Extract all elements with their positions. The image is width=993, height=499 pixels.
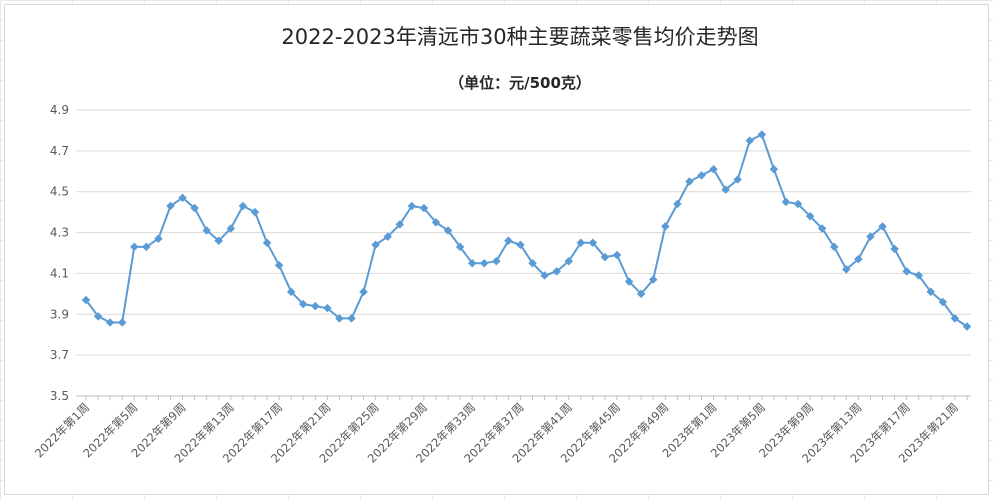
data-point bbox=[310, 301, 320, 311]
data-point bbox=[383, 232, 393, 242]
data-point bbox=[576, 238, 586, 248]
data-point bbox=[660, 222, 670, 231]
data-point bbox=[467, 258, 477, 268]
data-point bbox=[757, 130, 767, 139]
data-point bbox=[504, 236, 513, 246]
data-point bbox=[226, 224, 236, 233]
data-point bbox=[600, 252, 610, 262]
gridlines bbox=[76, 109, 971, 397]
data-point bbox=[93, 311, 103, 321]
data-point bbox=[154, 234, 163, 244]
chart-subtitle: （单位：元/500克） bbox=[449, 74, 591, 92]
data-point bbox=[202, 226, 212, 235]
data-point bbox=[962, 322, 972, 331]
data-point bbox=[371, 240, 380, 250]
data-point bbox=[926, 287, 936, 297]
series-polyline bbox=[85, 133, 968, 328]
data-point bbox=[841, 264, 851, 274]
data-point bbox=[624, 277, 634, 286]
x-axis bbox=[76, 395, 971, 400]
data-point bbox=[914, 271, 924, 280]
data-point bbox=[733, 175, 743, 184]
data-point bbox=[540, 271, 549, 280]
data-point bbox=[564, 256, 574, 266]
y-axis-tick-labels: 3.5 3.7 3.9 4.1 4.3 4.5 4.7 4.9 bbox=[50, 103, 69, 403]
data-point bbox=[552, 267, 562, 276]
y-tick-label: 4.5 bbox=[50, 185, 69, 199]
data-point bbox=[443, 226, 453, 235]
chart-area[interactable] bbox=[4, 4, 989, 495]
y-tick-label: 4.1 bbox=[50, 266, 69, 280]
data-point bbox=[890, 244, 899, 254]
data-point bbox=[262, 238, 272, 248]
data-point bbox=[178, 193, 187, 203]
data-point bbox=[491, 256, 501, 266]
data-point bbox=[648, 275, 658, 284]
y-tick-label: 3.7 bbox=[50, 348, 69, 362]
y-tick-label: 4.9 bbox=[50, 103, 69, 117]
series-markers bbox=[81, 130, 972, 331]
data-point bbox=[817, 224, 827, 233]
data-point bbox=[274, 260, 284, 270]
data-point bbox=[141, 242, 151, 252]
data-point bbox=[878, 222, 887, 231]
chart-title: 2022-2023年清远市30种主要蔬菜零售均价走势图 bbox=[281, 25, 758, 49]
data-point bbox=[286, 287, 296, 297]
data-point bbox=[129, 242, 139, 252]
data-point bbox=[866, 232, 875, 242]
data-point bbox=[685, 177, 694, 186]
y-tick-label: 3.9 bbox=[50, 307, 69, 321]
data-point bbox=[250, 207, 260, 217]
y-tick-label: 4.7 bbox=[50, 144, 69, 158]
x-axis-tick-labels: 2022年第1周2022年第5周2022年第9周2022年第13周2022年第1… bbox=[32, 400, 961, 465]
data-point bbox=[81, 295, 91, 305]
data-point bbox=[395, 220, 405, 229]
data-point bbox=[769, 164, 779, 174]
data-point bbox=[347, 314, 356, 323]
data-point bbox=[298, 299, 308, 309]
data-point bbox=[238, 201, 248, 211]
data-point bbox=[335, 314, 344, 323]
data-point bbox=[745, 136, 755, 145]
data-point bbox=[950, 314, 960, 323]
data-point bbox=[214, 236, 224, 246]
data-point bbox=[673, 199, 682, 209]
data-point bbox=[479, 258, 489, 268]
data-point bbox=[455, 242, 465, 252]
data-point bbox=[612, 250, 622, 260]
data-point bbox=[697, 171, 706, 180]
data-point bbox=[516, 240, 525, 250]
data-point bbox=[636, 289, 646, 299]
data-point bbox=[323, 303, 332, 313]
data-point bbox=[805, 211, 815, 221]
data-point bbox=[117, 318, 127, 327]
data-point bbox=[721, 185, 730, 195]
series-line bbox=[85, 133, 968, 328]
data-point bbox=[854, 254, 863, 264]
data-point bbox=[588, 238, 598, 248]
data-point bbox=[419, 203, 429, 213]
data-point bbox=[938, 297, 948, 307]
y-tick-label: 3.5 bbox=[50, 389, 69, 403]
data-point bbox=[829, 242, 839, 252]
data-point bbox=[166, 201, 175, 211]
data-point bbox=[528, 258, 537, 268]
data-point bbox=[407, 201, 417, 211]
data-point bbox=[105, 318, 115, 327]
data-point bbox=[431, 218, 441, 227]
data-point bbox=[781, 197, 791, 207]
data-point bbox=[359, 287, 368, 297]
data-point bbox=[709, 164, 718, 174]
data-point bbox=[902, 267, 912, 276]
data-point bbox=[190, 203, 199, 213]
y-tick-label: 4.3 bbox=[50, 226, 69, 240]
data-point bbox=[793, 199, 803, 209]
